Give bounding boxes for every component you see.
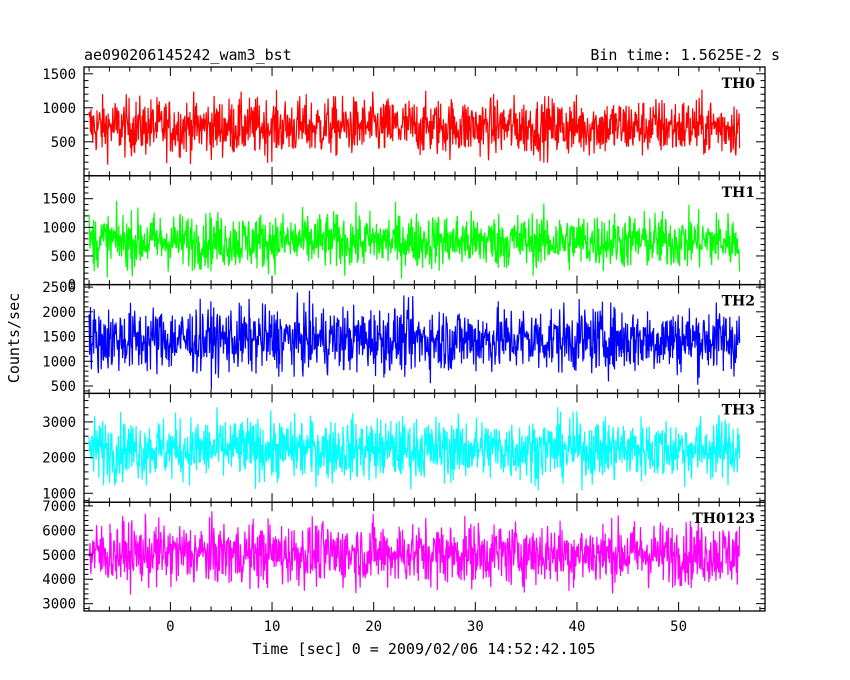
y-tick-label: 500 [51, 249, 76, 265]
panel-th2: 500 1000 1500 2000 2500 TH2 [42, 280, 766, 395]
chart-title: ae090206145242_wam3_bst [84, 46, 292, 64]
series-line-th1 [88, 200, 741, 279]
x-axis-label: Time [sec] 0 = 2009/02/06 14:52:42.105 [252, 640, 595, 658]
x-tick-label: 20 [365, 619, 382, 635]
y-tick-label: 1000 [42, 354, 76, 370]
y-tick-label: 0 [68, 278, 76, 294]
y-tick-label: 5000 [42, 548, 76, 564]
series-line-th2 [88, 290, 741, 389]
chart-subtitle: Bin time: 1.5625E-2 s [590, 46, 780, 64]
y-tick-label: 1500 [42, 192, 76, 208]
y-tick-label: 3000 [42, 597, 76, 613]
y-axis-label: Counts/sec [5, 293, 23, 383]
y-tick-label: 1500 [42, 67, 76, 83]
panel-label: TH3 [722, 402, 755, 418]
panel-frame [83, 501, 766, 612]
y-tick-label: 1000 [42, 220, 76, 236]
series-line-th0 [88, 89, 741, 165]
x-tick-label: 10 [264, 619, 281, 635]
y-tick-label: 6000 [42, 523, 76, 539]
x-tick-label: 50 [670, 619, 687, 635]
panel-label: TH1 [722, 185, 755, 201]
x-tick-label: 0 [166, 619, 174, 635]
y-tick-label: 2000 [42, 451, 76, 467]
x-tick-label: 40 [569, 619, 586, 635]
y-tick-label: 500 [51, 379, 76, 395]
panel-th3: 1000 2000 3000 TH3 [42, 392, 766, 503]
y-tick-label: 2500 [42, 280, 76, 296]
y-tick-label: 2000 [42, 305, 76, 321]
series-line-th0123 [88, 511, 741, 595]
y-tick-label: 500 [51, 135, 76, 151]
y-tick-label: 3000 [42, 415, 76, 431]
panel-th0: 500 1000 1500 TH0 [42, 66, 766, 177]
series-line-th3 [88, 406, 741, 491]
panel-th0123: 3000 4000 5000 6000 7000 TH0123 [42, 499, 766, 613]
panel-label: TH0 [722, 76, 756, 92]
x-tick-label: 30 [467, 619, 484, 635]
y-tick-label: 4000 [42, 572, 76, 588]
y-tick-label: 1500 [42, 330, 76, 346]
y-tick-label: 7000 [42, 499, 76, 515]
panel-label: TH0123 [692, 511, 755, 527]
y-tick-label: 1000 [42, 101, 76, 117]
y-tick-label: 1000 [42, 486, 76, 502]
panel-label: TH2 [722, 294, 755, 310]
panel-th1: 0 500 1000 1500 TH1 [42, 175, 766, 294]
